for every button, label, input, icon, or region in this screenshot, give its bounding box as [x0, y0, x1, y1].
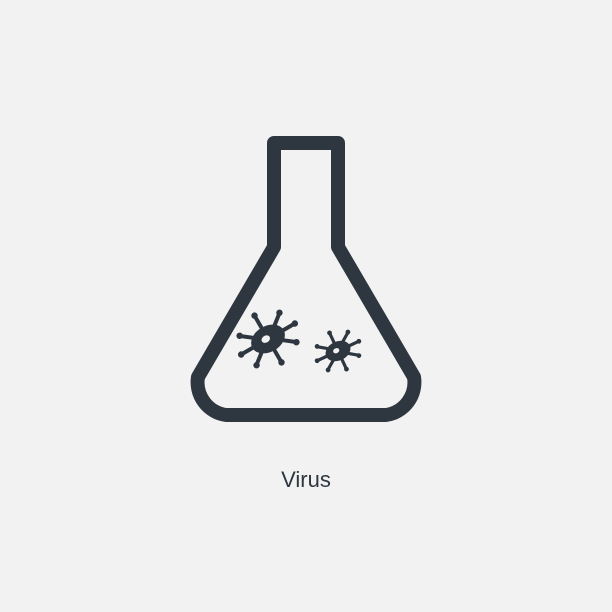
- icon-label: Virus: [281, 467, 331, 493]
- virus-icon-tile: Virus: [146, 119, 466, 493]
- virus-flask-icon: [146, 119, 466, 439]
